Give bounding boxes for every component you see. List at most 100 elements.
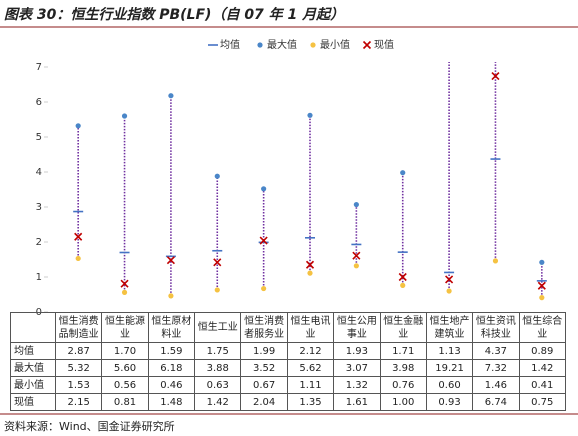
corner-cell [10,312,56,343]
point-x [352,251,361,260]
point-x [259,236,268,245]
category-cell: 恒生消费者服务业 [240,312,288,343]
point-circle [307,112,313,118]
point-circle [353,263,359,269]
value-cell: 3.98 [379,359,427,377]
point-circle [214,173,220,179]
point-circle [539,295,545,301]
value-cell: 4.37 [472,342,520,360]
data-table: 恒生消费品制造业 恒生能源业 恒生原材料业 恒生工业 恒生消费者服务业 恒生电讯业 恒生公用… [10,312,566,411]
category-cell: 恒生原材料业 [147,312,196,343]
value-cell: 0.46 [147,376,196,394]
value-cell: 5.62 [286,359,335,377]
point-x [398,272,407,282]
point-circle [492,258,499,264]
chart-title: 图表 30：恒生行业指数 PB(LF)（自 07 年 1 月起） [4,7,345,23]
value-cell: 2.15 [54,393,103,411]
value-cell: 0.81 [101,393,149,411]
row-header: 现值 [10,393,56,411]
point-circle [214,287,220,293]
x-stroke [120,279,129,288]
value-cell: 0.89 [518,342,566,360]
point-circle [353,201,359,208]
point-circle [493,53,498,58]
value-cell: 7.32 [472,359,520,377]
table-row: 最小值 1.53 0.56 0.46 0.63 0.67 1.11 1.32 0.76 0.60 1… [10,376,566,394]
value-cell: 1.70 [101,342,149,360]
point-circle [168,93,174,99]
value-cell: 1.48 [147,393,196,411]
category-cell: 恒生地产建筑业 [425,312,474,343]
value-cell: 0.60 [425,376,474,394]
table-header-row: 恒生消费品制造业 恒生能源业 恒生原材料业 恒生工业 恒生消费者服务业 恒生电讯业 恒生公用… [10,312,566,343]
value-cell: 1.99 [240,342,288,360]
y-tick-label: 6 [36,97,42,108]
value-cell: 19.21 [425,359,474,377]
point-circle [121,289,128,295]
x-stroke [362,40,372,50]
y-tick-label: 3 [36,202,42,213]
point-x [120,279,129,288]
value-cell: 1.71 [379,342,427,360]
value-cell: 3.07 [333,359,381,377]
category-cell: 恒生综合业 [518,312,566,343]
point-circle [261,186,267,192]
table-row: 最大值 5.32 5.60 6.18 3.88 3.52 5.62 3.07 3.98 19.21… [10,359,566,377]
legend-label: 均值 [220,38,240,51]
value-cell: 1.00 [379,393,427,411]
y-tick-label: 2 [36,237,42,248]
value-cell: 1.93 [333,342,381,360]
x-stroke [491,72,500,81]
category-cell: 恒生工业 [194,312,242,343]
point-x [166,256,175,265]
point-circle [307,270,313,276]
point-circle [121,113,128,119]
value-cell: 1.42 [194,393,242,411]
category-cell: 恒生消费品制造业 [54,312,103,343]
x-stroke [74,232,83,241]
point-x [74,232,83,241]
y-tick-label: 1 [36,272,42,283]
row-header: 最小值 [10,376,56,394]
plot-area [73,53,547,301]
row-header: 最大值 [10,359,56,377]
value-cell: 1.13 [425,342,474,360]
category-cell: 恒生公用事业 [333,312,381,343]
value-cell: 0.67 [240,376,288,394]
x-stroke [445,275,454,284]
category-cell: 恒生电讯业 [286,312,335,343]
value-cell: 3.88 [194,359,242,377]
x-stroke [537,281,546,290]
value-cell: 1.59 [147,342,196,360]
value-cell: 2.12 [286,342,335,360]
point-circle [400,170,406,176]
legend-marker [257,42,263,48]
point-circle [75,255,81,262]
x-stroke [352,251,361,260]
y-tick-label: 4 [36,167,42,178]
value-cell: 0.76 [379,376,427,394]
value-cell: 0.63 [194,376,242,394]
value-cell: 1.42 [518,359,566,377]
point-circle [261,285,267,292]
source-note: 资料来源：Wind、国金证券研究所 [4,420,175,433]
row-header: 均值 [10,342,56,360]
category-cell: 恒生资讯科技业 [472,312,520,343]
value-cell: 3.52 [240,359,288,377]
point-circle [75,123,81,129]
value-cell: 1.35 [286,393,335,411]
point-circle [446,288,452,294]
legend-marker [362,40,372,50]
point-x [213,258,222,267]
legend-marker [310,42,316,48]
x-stroke [213,258,222,267]
value-cell: 0.56 [101,376,149,394]
point-x [537,281,546,290]
value-cell: 1.75 [194,342,242,360]
value-cell: 0.75 [518,393,566,411]
point-x [445,275,454,284]
value-cell: 1.32 [333,376,381,394]
legend-label: 最大值 [267,38,297,51]
